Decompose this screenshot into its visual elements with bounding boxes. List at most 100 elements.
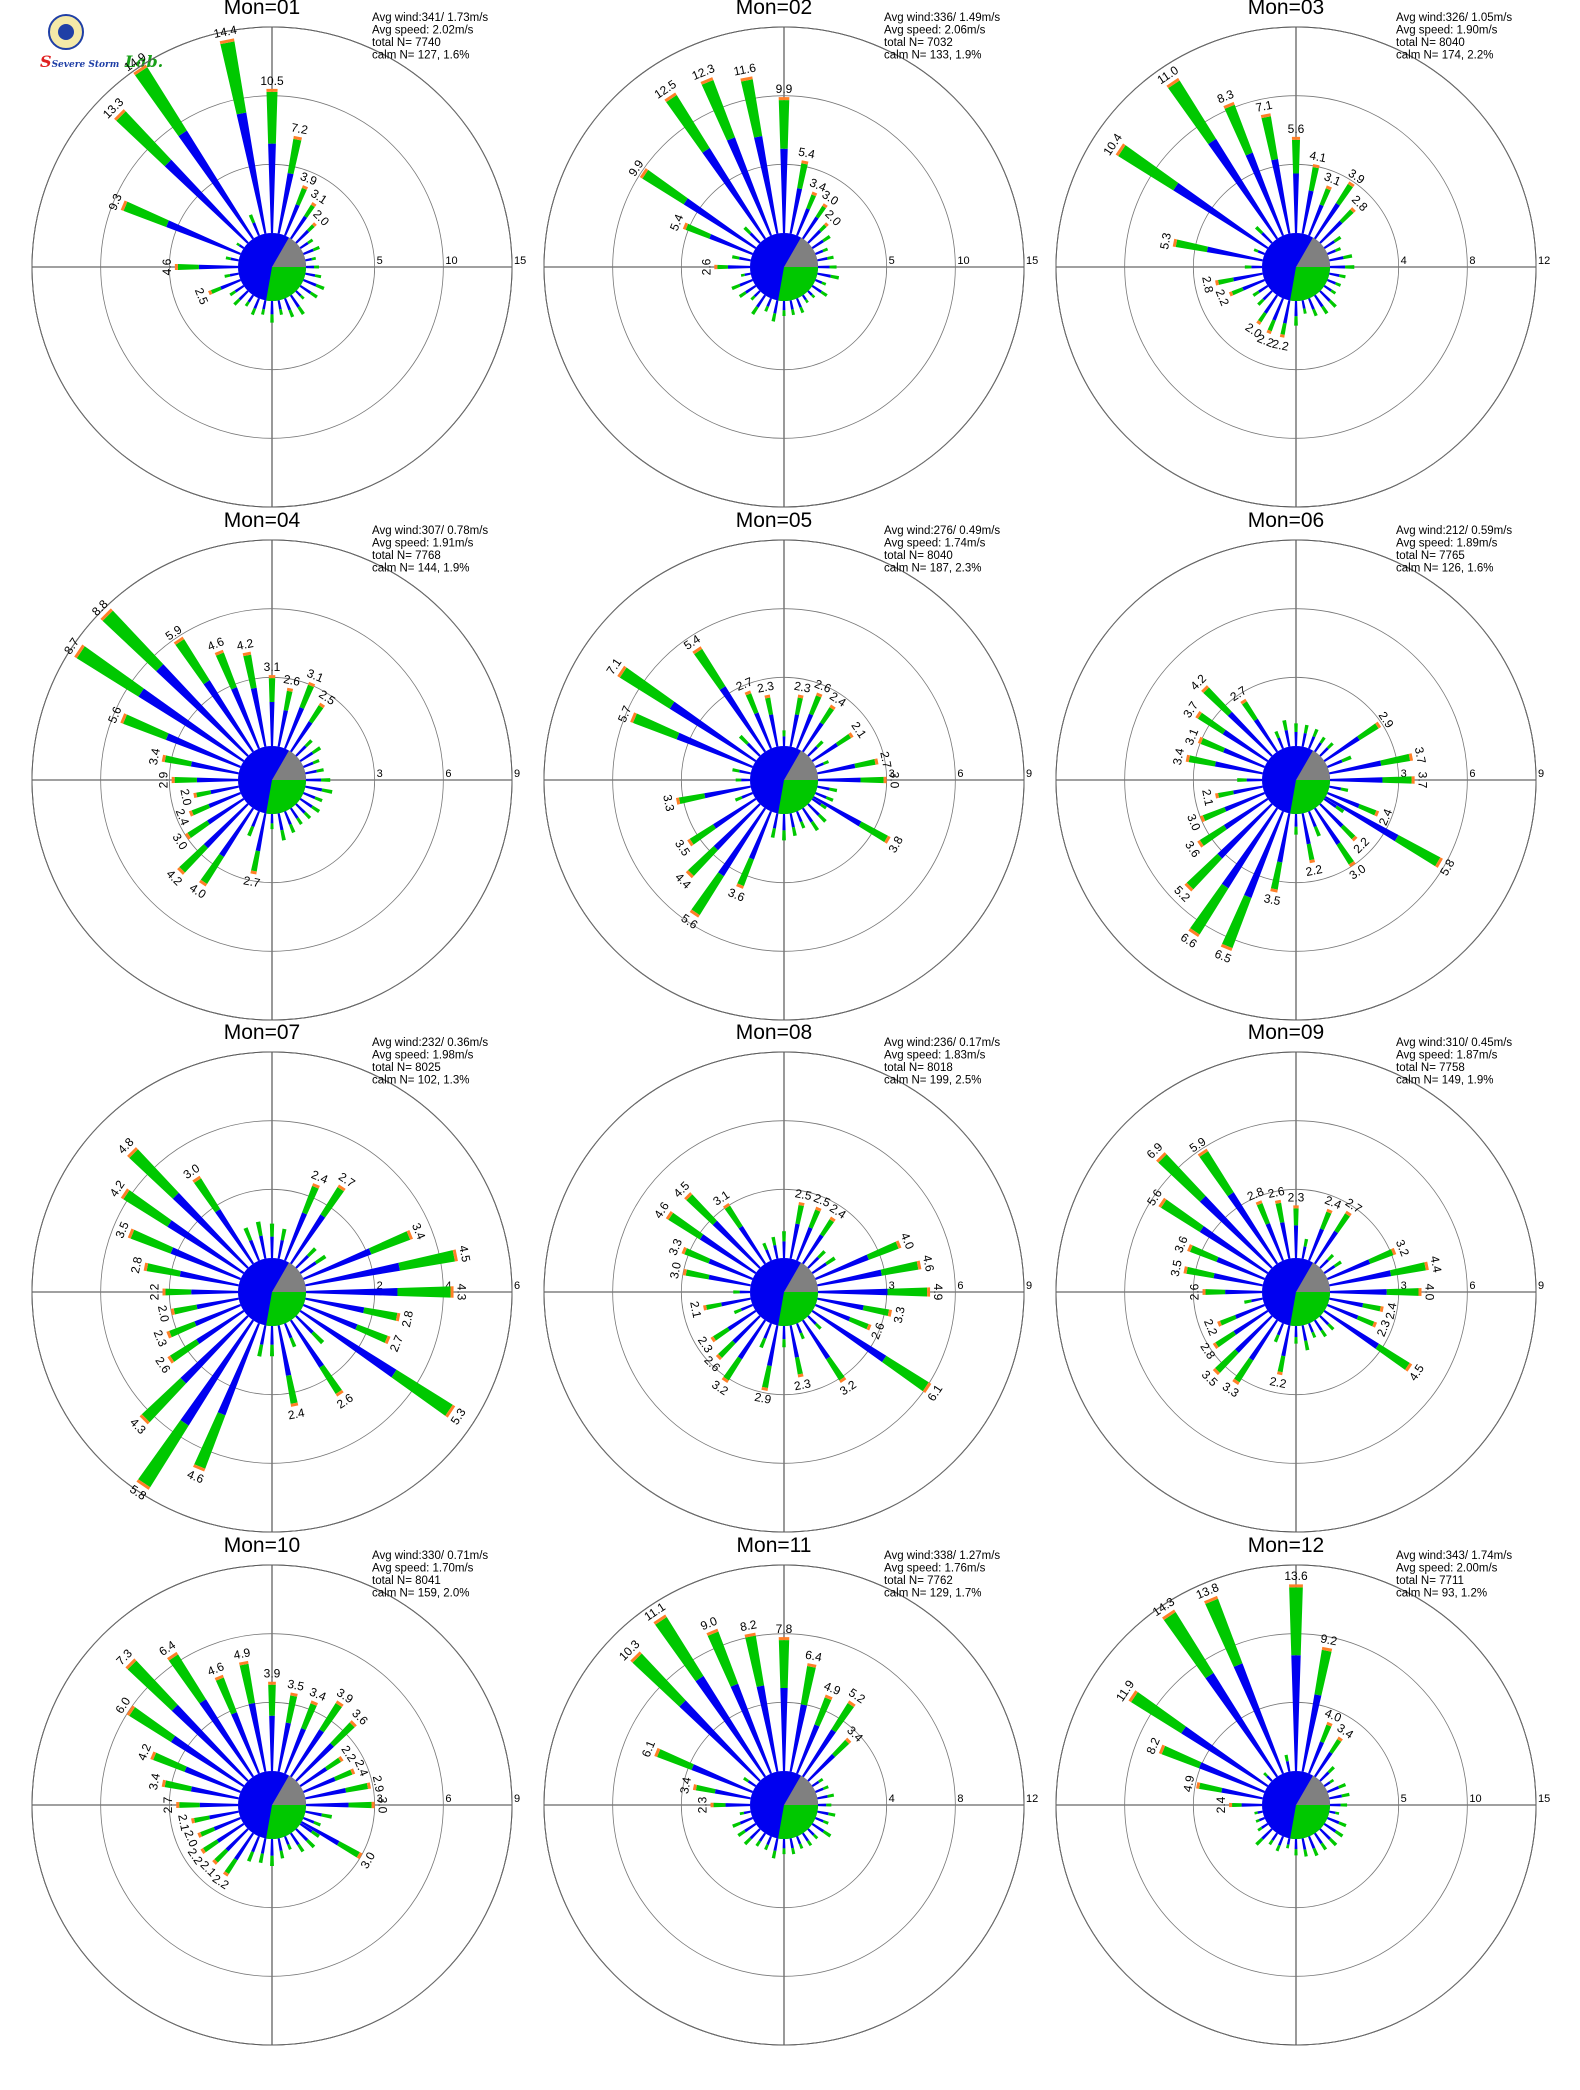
ring-label: 3 <box>889 1280 895 1292</box>
wind-bar-blue <box>738 256 751 262</box>
wind-bar-blue <box>817 1288 888 1296</box>
wind-bar-orange <box>167 1355 175 1364</box>
wind-bar-green <box>306 224 315 233</box>
direction-value-label: 2.3 <box>793 679 812 696</box>
ring-label: 4 <box>1401 255 1407 267</box>
wind-bar-green <box>1334 1830 1344 1838</box>
wind-bar-green <box>817 1250 826 1259</box>
wind-bar-blue <box>289 1319 324 1368</box>
wind-bar-green <box>1340 1803 1348 1807</box>
wind-bar-green <box>138 1420 189 1488</box>
direction-value-label: 3.0 <box>667 1261 684 1280</box>
wind-bar-green <box>1312 308 1318 317</box>
wind-bar-green <box>1356 1315 1375 1327</box>
wind-bar-orange <box>166 1330 172 1339</box>
direction-value-label: 2.1 <box>175 1813 192 1832</box>
wind-bar-orange <box>839 1376 847 1383</box>
wind-bar-blue <box>299 797 313 808</box>
wind-bar-blue <box>1319 747 1329 757</box>
wind-bar-blue <box>277 172 294 234</box>
direction-value-label: 2.6 <box>868 1320 887 1341</box>
wind-bar-orange <box>238 1660 249 1666</box>
wind-bar-blue <box>807 290 813 296</box>
wind-bar-orange <box>630 712 637 723</box>
wind-bar-blue <box>1301 1838 1307 1850</box>
wind-bar-blue <box>1329 265 1346 269</box>
stat-avg-speed: Avg speed: 1.90m/s <box>1396 25 1498 37</box>
wind-bar-orange <box>1260 113 1271 119</box>
wind-bar-green <box>1320 1842 1328 1851</box>
wind-bar-blue <box>817 777 861 783</box>
wind-bar-green <box>762 1242 768 1251</box>
wind-bar-green <box>701 79 735 141</box>
direction-value-label: 2.2 <box>1304 862 1323 879</box>
wind-bar-green <box>1161 1745 1202 1769</box>
wind-bar-green <box>191 804 210 816</box>
wind-bar-blue <box>234 1832 255 1861</box>
direction-value-label: 2.6 <box>1267 1184 1286 1201</box>
wind-bar-green <box>1263 1772 1269 1778</box>
wind-bar-green <box>1205 1598 1243 1667</box>
direction-value-label: 3.7 <box>1416 772 1430 789</box>
panel-title: Mon=09 <box>1248 1021 1324 1044</box>
wind-bar-blue <box>727 1309 757 1331</box>
wind-bar-green <box>311 1331 325 1345</box>
wind-bar-green <box>229 290 237 297</box>
ring-label: 15 <box>514 255 526 267</box>
direction-value-label: 7.2 <box>290 120 309 137</box>
wind-bar-green <box>129 1707 176 1742</box>
wind-bar-orange <box>824 1694 833 1701</box>
wind-bar-blue <box>789 1704 808 1772</box>
wind-bar-green <box>1358 804 1377 816</box>
wind-bar-green <box>1163 1612 1214 1679</box>
wind-bar-orange <box>120 1188 130 1200</box>
wind-bar-blue <box>1301 1246 1307 1259</box>
wind-bar-blue <box>1319 803 1344 828</box>
wind-bar-orange <box>811 191 818 197</box>
wind-bar-green <box>1329 1778 1335 1784</box>
wind-bar-orange <box>184 832 191 840</box>
wind-bar-blue <box>172 1192 249 1269</box>
wind-bar-blue <box>252 222 260 237</box>
wind-bar-green <box>224 1858 238 1875</box>
wind-bar-blue <box>295 1254 310 1269</box>
direction-value-label: 2.4 <box>1214 1796 1228 1813</box>
wind-bar-orange <box>722 1202 731 1210</box>
wind-bar-blue <box>1265 1223 1284 1262</box>
ring-label: 4 <box>445 1280 451 1292</box>
direction-value-label: 3.1 <box>1182 726 1201 747</box>
wind-bar-green <box>1340 824 1356 840</box>
direction-value-label: 4.0 <box>1323 1706 1344 1725</box>
calm-wedge <box>1296 237 1330 267</box>
wind-bar-green <box>1362 1303 1381 1312</box>
wind-bar-green <box>1328 1837 1338 1847</box>
university-seal-icon <box>48 14 84 50</box>
wind-bar-blue <box>1326 759 1343 768</box>
wind-bar-green <box>822 247 829 253</box>
wind-bar-blue <box>1323 1309 1380 1349</box>
wind-bar-orange <box>1172 238 1178 247</box>
wind-bar-orange <box>170 1308 175 1316</box>
wind-bar-blue <box>215 1208 255 1265</box>
wind-bar-blue <box>796 713 814 750</box>
wind-bar-blue <box>247 294 255 303</box>
wind-bar-green <box>771 313 777 322</box>
wind-bar-orange <box>445 1404 456 1418</box>
wind-bar-orange <box>664 92 677 103</box>
wind-bar-green <box>804 299 809 304</box>
wind-bar-green <box>668 1212 704 1240</box>
stat-avg-speed: Avg speed: 2.06m/s <box>884 25 986 37</box>
wind-bar-green <box>782 1231 786 1242</box>
stat-avg-wind: Avg wind:232/ 0.36m/s <box>372 1037 488 1049</box>
wind-bar-orange <box>173 636 185 645</box>
wind-bar-blue <box>270 300 274 315</box>
wind-bar-blue <box>234 284 245 293</box>
direction-value-label: 2.5 <box>794 1186 813 1203</box>
wind-bar-blue <box>270 813 274 824</box>
calm-wedge <box>272 750 306 780</box>
wind-bar-blue <box>789 1223 800 1259</box>
wind-bar-green <box>1234 1357 1254 1383</box>
wind-bar-blue <box>299 1309 397 1378</box>
wind-bar-green <box>808 1209 821 1229</box>
calm-wedge <box>784 750 818 780</box>
